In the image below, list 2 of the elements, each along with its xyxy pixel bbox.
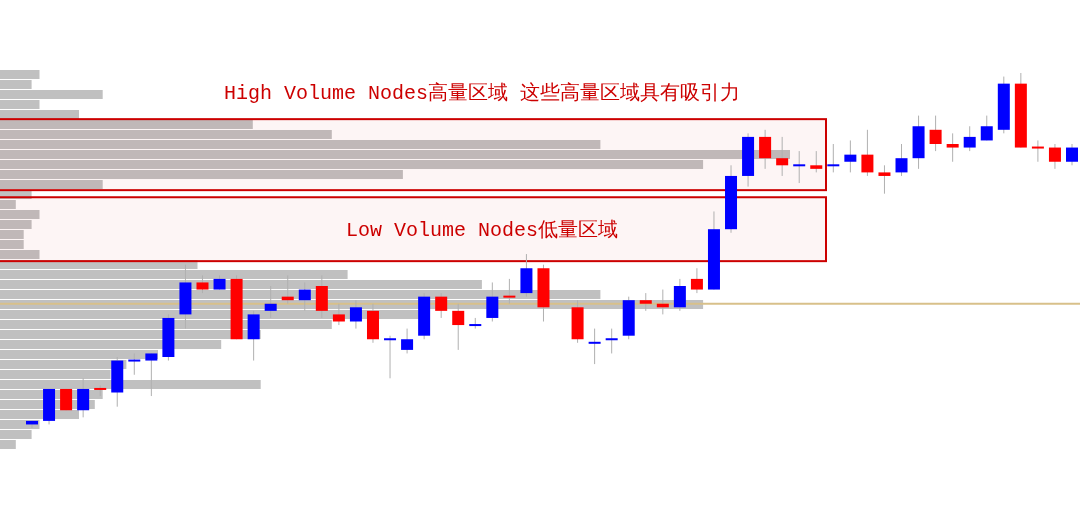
band-label: High Volume Nodes高量区域 这些高量区域具有吸引力 <box>223 81 741 106</box>
band-label: Low Volume Nodes低量区域 <box>345 219 619 243</box>
